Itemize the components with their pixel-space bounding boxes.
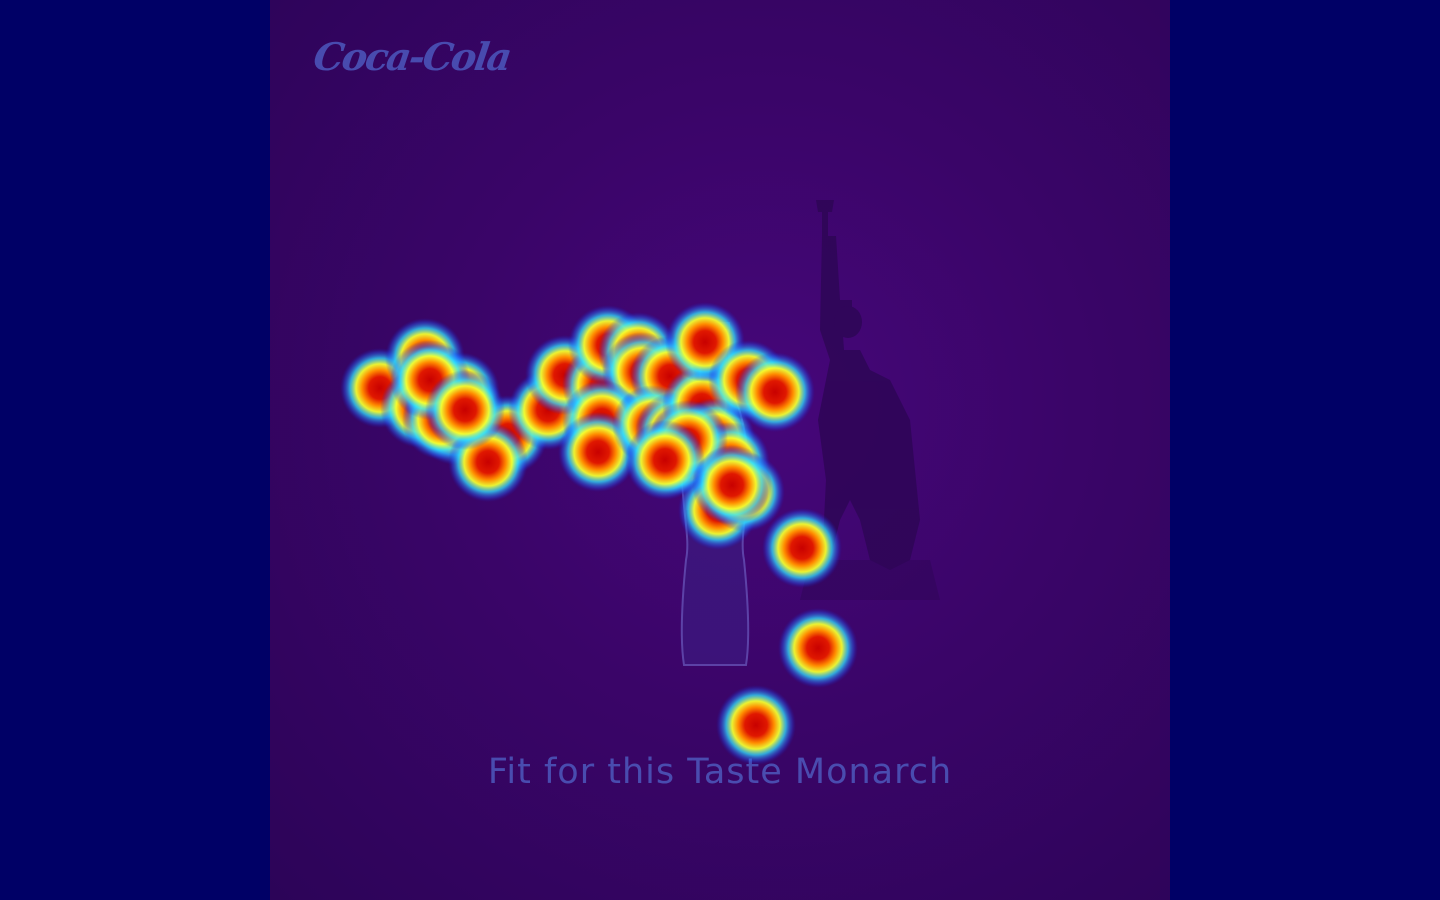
statue-of-liberty-icon [800, 200, 940, 600]
coca-cola-bottle-icon [680, 322, 750, 666]
advertisement-image: Coca-Cola Fit for this Taste Monarch [270, 0, 1170, 900]
coca-cola-logo: Coca-Cola [310, 34, 513, 79]
ad-tagline: Fit for this Taste Monarch [487, 752, 953, 792]
